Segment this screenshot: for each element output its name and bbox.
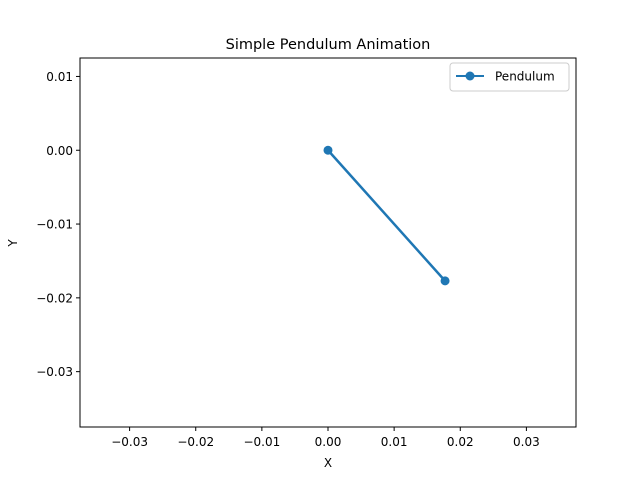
plot-area bbox=[80, 58, 576, 427]
legend-box bbox=[449, 62, 570, 92]
y-tick-label: 0.01 bbox=[46, 70, 73, 84]
pendulum-rod bbox=[326, 149, 447, 283]
x-tick-label: −0.03 bbox=[111, 435, 148, 449]
series-pendulum bbox=[323, 145, 450, 286]
y-tick-label: −0.03 bbox=[36, 365, 73, 379]
legend-label: Pendulum bbox=[495, 70, 555, 84]
x-tick-label: −0.01 bbox=[243, 435, 280, 449]
x-tick-label: 0.00 bbox=[315, 435, 342, 449]
legend: Pendulum bbox=[449, 62, 570, 92]
chart-title: Simple Pendulum Animation bbox=[226, 37, 431, 53]
axes bbox=[80, 58, 576, 427]
y-axis: 0.01 0.00 −0.01 −0.02 −0.03 bbox=[36, 70, 80, 379]
y-axis-label: Y bbox=[6, 239, 20, 248]
y-tick-label: −0.02 bbox=[36, 291, 73, 305]
bob-marker bbox=[440, 276, 450, 286]
legend-marker-icon bbox=[465, 71, 475, 81]
x-tick-label: 0.01 bbox=[381, 435, 408, 449]
x-axis: −0.03 −0.02 −0.01 0.00 0.01 0.02 0.03 bbox=[111, 427, 540, 449]
pivot-marker bbox=[323, 145, 333, 155]
y-tick-label: −0.01 bbox=[36, 218, 73, 232]
x-tick-label: 0.03 bbox=[513, 435, 540, 449]
x-axis-label: X bbox=[324, 456, 332, 470]
x-tick-label: −0.02 bbox=[177, 435, 214, 449]
x-tick-label: 0.02 bbox=[447, 435, 474, 449]
y-tick-label: 0.00 bbox=[46, 144, 73, 158]
